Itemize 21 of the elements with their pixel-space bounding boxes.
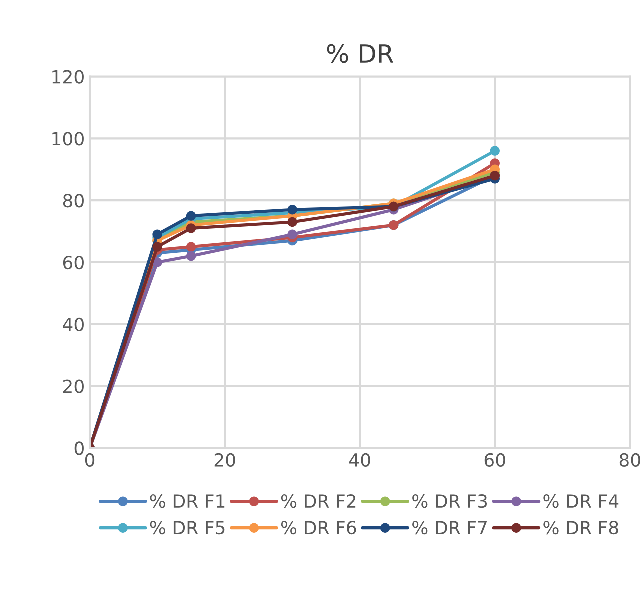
- y-tick-label: 80: [63, 194, 84, 208]
- legend-label: % DR F6: [281, 521, 356, 535]
- legend-label: % DR F3: [412, 494, 488, 508]
- legend-label: % DR F2: [281, 494, 356, 508]
- legend-label: % DR F4: [544, 494, 619, 508]
- y-tick-label: 40: [63, 318, 84, 332]
- y-tick-label: 0: [74, 442, 84, 456]
- x-tick-label: 20: [214, 453, 236, 468]
- legend-label: % DR F7: [412, 521, 487, 535]
- legend-label: % DR F5: [150, 521, 225, 535]
- x-tick-label: 80: [620, 453, 640, 468]
- chart-title: % DR: [327, 44, 394, 64]
- x-tick-label: 0: [85, 453, 95, 468]
- y-tick-label: 60: [63, 256, 84, 270]
- legend-label: % DR F8: [544, 521, 618, 535]
- y-tick-label: 120: [52, 70, 84, 84]
- y-tick-label: 20: [64, 380, 84, 394]
- legend-label: % DR F1: [150, 494, 225, 508]
- x-tick-label: 40: [349, 453, 370, 468]
- y-tick-label: 100: [52, 132, 84, 146]
- x-tick-label: 60: [484, 453, 506, 468]
